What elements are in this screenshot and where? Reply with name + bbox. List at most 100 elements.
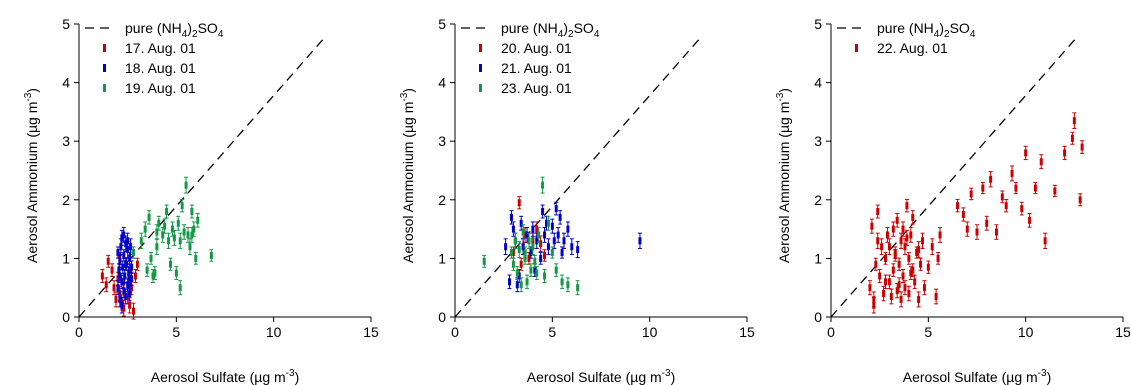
data-marker [527, 237, 531, 245]
data-point [562, 232, 567, 249]
data-marker [525, 231, 529, 239]
data-point [168, 257, 173, 271]
data-point [120, 260, 125, 274]
data-marker [926, 263, 930, 271]
data-point [575, 241, 580, 259]
data-marker [182, 228, 186, 236]
x-axis-title-main: Aerosol Sulfate (µg m [527, 369, 662, 385]
data-marker [893, 251, 897, 259]
legend-swatch [103, 44, 106, 52]
data-point [186, 227, 191, 243]
data-marker [876, 208, 880, 216]
data-point [871, 297, 876, 314]
data-point [569, 238, 574, 256]
data-marker [114, 295, 118, 303]
data-point [125, 232, 130, 249]
legend-label: 17. Aug. 01 [125, 40, 196, 56]
data-point [901, 221, 906, 237]
data-point [191, 221, 196, 237]
data-marker [174, 269, 178, 277]
data-marker [186, 231, 190, 239]
data-marker [151, 272, 155, 280]
data-marker [128, 301, 132, 309]
data-point [560, 274, 565, 290]
data-marker [184, 181, 188, 189]
data-point [121, 227, 126, 243]
data-marker [909, 231, 913, 239]
data-marker [122, 278, 126, 286]
x-tick-label: 0 [451, 324, 459, 340]
data-marker [895, 216, 899, 224]
data-marker [178, 237, 182, 245]
data-point [899, 232, 904, 249]
data-marker [909, 269, 913, 277]
data-marker [554, 266, 558, 274]
data-marker [911, 213, 915, 221]
y-tick-label: 2 [814, 192, 822, 208]
data-point [887, 274, 892, 290]
data-marker [508, 278, 512, 286]
y-axis-title-sup: -3 [775, 92, 786, 101]
y-tick-label: 3 [438, 133, 446, 149]
data-marker [122, 231, 126, 239]
data-point [178, 280, 183, 296]
data-marker [155, 228, 159, 236]
data-marker [544, 219, 548, 227]
y-axis-title-sup: -3 [399, 92, 410, 101]
data-marker [899, 295, 903, 303]
data-marker [887, 278, 891, 286]
x-axis-title: Aerosol Sulfate (µg m-3) [903, 368, 1051, 385]
y-tick-label: 2 [438, 192, 446, 208]
data-point [526, 232, 531, 249]
data-marker [965, 225, 969, 233]
data-marker [130, 263, 134, 271]
x-tick-label: 0 [75, 324, 83, 340]
x-tick-label: 15 [739, 324, 755, 340]
data-marker [901, 272, 905, 280]
data-marker [922, 284, 926, 292]
y-tick-label: 4 [438, 75, 446, 91]
data-point [135, 257, 140, 271]
data-marker [560, 278, 564, 286]
data-point [511, 257, 516, 271]
data-point [908, 266, 913, 280]
data-marker [1014, 184, 1018, 192]
data-marker [126, 246, 130, 254]
data-marker [878, 272, 882, 280]
data-point [139, 232, 144, 249]
data-marker [870, 222, 874, 230]
data-point [133, 268, 138, 284]
data-marker [194, 254, 198, 262]
data-point [184, 176, 189, 194]
data-marker [509, 249, 513, 257]
y-tick-label: 5 [438, 16, 446, 32]
data-point [1052, 184, 1057, 198]
data-point [1004, 198, 1009, 213]
data-marker [907, 254, 911, 262]
data-point [540, 204, 545, 219]
data-marker [190, 208, 194, 216]
x-tick-label: 0 [827, 324, 835, 340]
y-tick-label: 0 [814, 309, 822, 325]
data-marker [122, 304, 126, 312]
y-axis-title-end: ) [776, 88, 792, 93]
data-point [166, 232, 171, 249]
legend-label-part: pure (NH [125, 20, 182, 36]
data-point [117, 254, 122, 268]
data-point [507, 274, 512, 290]
y-tick-label: 3 [814, 133, 822, 149]
data-marker [570, 243, 574, 251]
x-tick-label: 15 [1115, 324, 1131, 340]
data-point [1023, 145, 1028, 161]
data-point [538, 252, 543, 265]
data-point [916, 241, 921, 259]
data-marker [122, 287, 126, 295]
data-marker [178, 284, 182, 292]
data-point [174, 266, 179, 280]
data-marker [117, 266, 121, 274]
x-axis-title-main: Aerosol Sulfate (µg m [151, 369, 286, 385]
data-marker [147, 213, 151, 221]
data-point [515, 266, 520, 280]
data-point [104, 277, 109, 293]
data-marker [576, 284, 580, 292]
